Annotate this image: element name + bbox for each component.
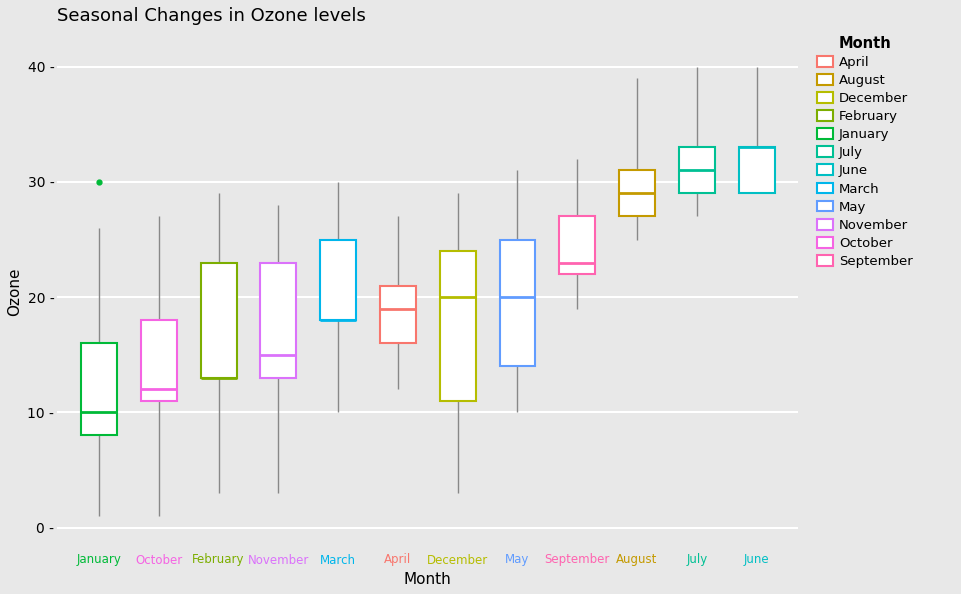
Bar [260,263,296,378]
Legend: April, August, December, February, January, July, June, March, May, November, Oc: April, August, December, February, Janua… [808,29,920,276]
Bar [558,216,595,274]
Y-axis label: Ozone: Ozone [7,267,22,315]
Bar [81,343,117,435]
Bar [619,170,654,216]
Bar [678,147,714,194]
Bar [499,239,535,366]
Bar [439,251,475,401]
Bar [320,239,356,320]
Bar [201,263,236,378]
Bar [140,320,177,401]
Text: Seasonal Changes in Ozone levels: Seasonal Changes in Ozone levels [57,7,365,25]
Bar [738,147,774,194]
Bar [380,286,415,343]
X-axis label: Month: Month [404,572,452,587]
